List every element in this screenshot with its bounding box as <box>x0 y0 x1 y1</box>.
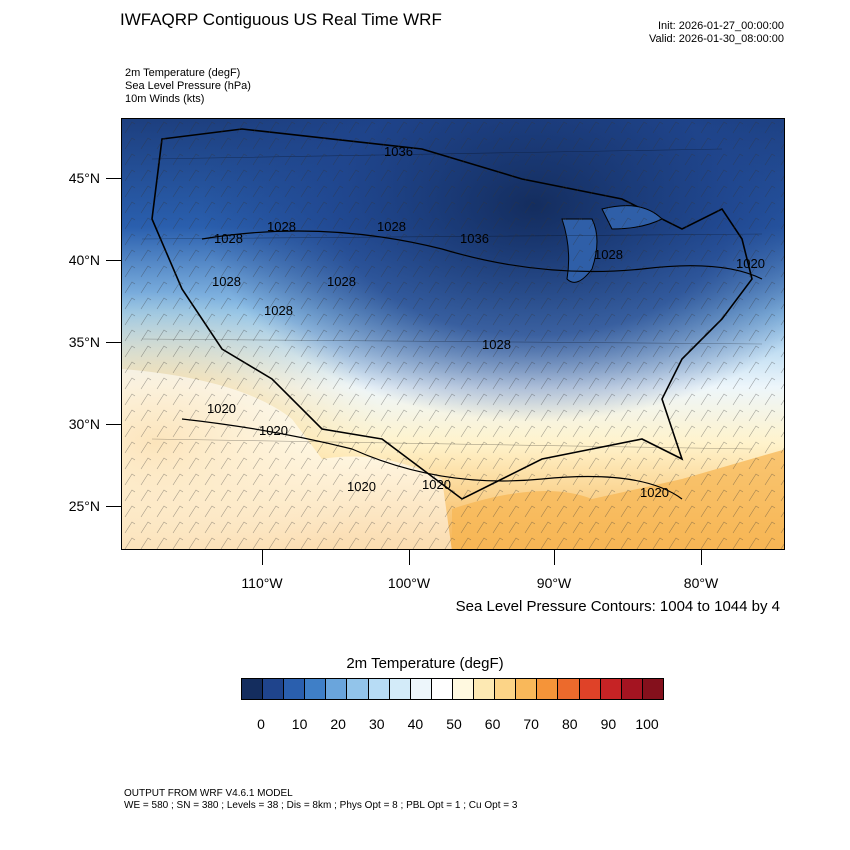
colorbar-label: 50 <box>446 716 462 732</box>
lat-label: 30°N <box>68 416 100 432</box>
colorbar-swatch <box>600 679 622 699</box>
lon-tick <box>554 550 555 565</box>
colorbar-swatch <box>368 679 390 699</box>
field-winds: 10m Winds (kts) <box>125 93 205 105</box>
contour-label: 1036 <box>384 144 413 159</box>
field-list: 2m Temperature (degF) Sea Level Pressure… <box>125 67 251 106</box>
contour-label: 1020 <box>640 485 669 500</box>
contour-label: 1036 <box>460 231 489 246</box>
colorbar-swatch <box>537 679 559 699</box>
colorbar <box>241 678 664 700</box>
colorbar-swatch <box>431 679 453 699</box>
colorbar-label: 10 <box>291 716 308 732</box>
model-info: OUTPUT FROM WRF V4.6.1 MODEL WE = 580 ; … <box>124 788 517 812</box>
model-version: OUTPUT FROM WRF V4.6.1 MODEL <box>124 788 293 799</box>
run-times: Init: 2026-01-27_00:00:00 Valid: 2026-01… <box>649 20 784 46</box>
colorbar-label: 60 <box>484 716 501 732</box>
colorbar-swatch <box>284 679 306 699</box>
map-title: IWFAQRP Contiguous US Real Time WRF <box>120 10 442 29</box>
init-time: Init: 2026-01-27_00:00:00 <box>658 20 784 32</box>
contour-label: 1028 <box>214 231 243 246</box>
lon-tick <box>409 550 410 565</box>
lat-tick <box>106 342 121 343</box>
field-temperature: 2m Temperature (degF) <box>125 67 241 79</box>
contour-label: 1020 <box>736 256 765 271</box>
colorbar-label: 40 <box>407 716 424 732</box>
colorbar-label: 20 <box>330 716 346 732</box>
lon-label: 110°W <box>241 575 283 591</box>
contour-label: 1028 <box>267 219 296 234</box>
lat-tick <box>106 260 121 261</box>
map-graphic <box>122 119 784 549</box>
contour-label: 1028 <box>377 219 406 234</box>
lat-label: 25°N <box>68 498 100 514</box>
colorbar-label: 70 <box>523 716 539 732</box>
contour-label: 1028 <box>212 274 241 289</box>
contour-label: 1028 <box>327 274 356 289</box>
colorbar-label: 100 <box>635 716 659 732</box>
colorbar-label: 30 <box>369 716 385 732</box>
colorbar-swatch <box>474 679 496 699</box>
colorbar-swatch <box>452 679 475 699</box>
lon-label: 90°W <box>536 575 572 591</box>
contour-label: 1020 <box>259 423 288 438</box>
field-pressure: Sea Level Pressure (hPa) <box>125 80 251 92</box>
contour-note: Sea Level Pressure Contours: 1004 to 104… <box>455 598 780 615</box>
colorbar-swatch <box>642 679 663 699</box>
weather-map: 1036 1028 1028 1028 1036 1028 1020 1028 … <box>121 118 785 550</box>
colorbar-swatch <box>347 679 369 699</box>
contour-label: 1020 <box>422 477 451 492</box>
contour-label: 1028 <box>594 247 623 262</box>
lon-tick <box>701 550 702 565</box>
lat-tick <box>106 506 121 507</box>
contour-label: 1028 <box>264 303 293 318</box>
colorbar-swatch <box>516 679 538 699</box>
colorbar-title: 2m Temperature (degF) <box>346 655 504 672</box>
colorbar-swatch <box>326 679 348 699</box>
lat-label: 40°N <box>68 252 100 268</box>
contour-label: 1020 <box>207 401 236 416</box>
lon-label: 100°W <box>387 575 431 591</box>
lon-tick <box>262 550 263 565</box>
lon-label: 80°W <box>683 575 719 591</box>
lat-tick <box>106 178 121 179</box>
model-config: WE = 580 ; SN = 380 ; Levels = 38 ; Dis … <box>124 800 518 811</box>
lat-label: 45°N <box>68 170 100 186</box>
contour-label: 1028 <box>482 337 511 352</box>
colorbar-label: 90 <box>600 716 617 732</box>
colorbar-swatch <box>242 679 264 699</box>
lat-label: 35°N <box>68 334 100 350</box>
colorbar-swatch <box>263 679 285 699</box>
colorbar-swatch <box>305 679 327 699</box>
valid-time: Valid: 2026-01-30_08:00:00 <box>649 33 784 45</box>
colorbar-swatch <box>621 679 643 699</box>
lat-tick <box>106 424 121 425</box>
colorbar-swatch <box>579 679 601 699</box>
colorbar-swatch <box>558 679 580 699</box>
colorbar-label: 0 <box>257 716 265 732</box>
contour-label: 1020 <box>347 479 376 494</box>
colorbar-swatch <box>495 679 517 699</box>
colorbar-label: 80 <box>562 716 578 732</box>
colorbar-swatch <box>389 679 411 699</box>
colorbar-swatch <box>410 679 432 699</box>
